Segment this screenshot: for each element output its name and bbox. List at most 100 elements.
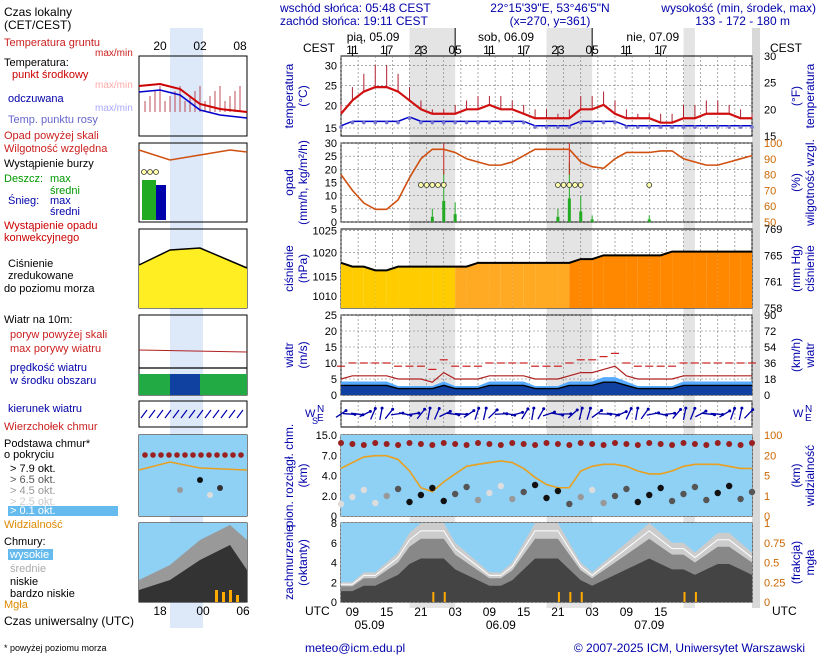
night-band: [409, 28, 456, 608]
pressure-fill: [523, 262, 536, 308]
wind-direction-arrow: [586, 408, 592, 420]
ytick-right: 100: [764, 138, 782, 150]
legend-frame-temp: [138, 55, 248, 137]
ylabel-right-temp: temperatura: [803, 63, 817, 128]
wind-direction-head: [629, 407, 633, 411]
wind-direction-arrow: [439, 410, 451, 418]
legend-base-dot: [177, 487, 183, 493]
legend-text: prędkość wiatru: [10, 362, 87, 374]
cloud-top-dot: [589, 441, 596, 447]
cloud-top-dot: [680, 440, 687, 446]
cloud-top-dot: [691, 441, 698, 447]
ytick-right: 0.75: [764, 538, 785, 550]
yunit-right-cloudbase: (km): [789, 464, 803, 488]
dewpoint-dot: [647, 125, 652, 129]
legend-tick-bottom: 18: [153, 604, 167, 618]
wind-direction-head: [477, 406, 481, 410]
footnote: * powyżej poziomu morza: [4, 643, 107, 653]
cloud-top-dot: [577, 440, 584, 446]
legend-o01-box: [8, 506, 118, 516]
ylabel-right-wind: wiatr: [803, 342, 817, 368]
cloud-base-dot: [394, 485, 402, 493]
cloud-base-dot: [725, 482, 733, 490]
legend-tick-top: 08: [233, 39, 247, 53]
ylabel-left-temp: temperatura: [282, 63, 296, 128]
ylabel-left-pressure: ciśnienie: [282, 245, 296, 292]
coords-text: 22°15'39"E, 53°46'5"N: [490, 1, 609, 15]
wind-direction-arrow: [729, 408, 736, 420]
ytick-right: 1: [764, 518, 770, 530]
legend-storm: [141, 169, 147, 175]
wind-direction-arrow: [510, 411, 523, 417]
dewpoint-dot: [521, 120, 526, 125]
precip-bar: [556, 216, 560, 222]
pressure-fill: [615, 255, 627, 308]
cloud-base-dot: [509, 495, 516, 503]
night-band: [683, 28, 695, 608]
ylabel-left-cloudbase: pion. rozciągł. chm.: [282, 424, 296, 527]
ytick-right: 0: [764, 597, 770, 609]
ytick-left: 1020: [313, 248, 337, 260]
wind-direction-arrow: [531, 407, 535, 421]
utc-label-left: UTC: [305, 604, 330, 618]
wind-direction-arrow: [482, 408, 487, 420]
dewpoint-dot: [613, 120, 617, 125]
ytick-right: 15: [764, 131, 776, 143]
dewpoint-dot: [727, 125, 731, 129]
ytick-right: 5: [764, 471, 770, 483]
wind-direction-head: [495, 408, 499, 412]
compass-n: N: [317, 404, 324, 415]
precip-bar: [430, 216, 434, 222]
legend-direction-arrow: [196, 409, 204, 419]
legend-cloudbase-sky: [139, 435, 247, 516]
fog-bar: [683, 592, 686, 602]
fog-bar: [443, 592, 446, 602]
ytick-right: 36: [764, 358, 776, 370]
ytick-left: 15: [325, 342, 337, 354]
wind-direction-head: [344, 409, 348, 413]
ylabel-left-clouds: zachmurzenie: [282, 525, 296, 600]
legend-high-box: [8, 549, 53, 560]
ytick-left: 15: [325, 123, 337, 135]
cloud-top-dot: [497, 442, 504, 448]
legend-direction-arrow: [164, 409, 172, 419]
legend-top-dot: [182, 452, 188, 458]
storm-marker: [577, 182, 584, 188]
legend-text: w środku obszaru: [9, 375, 96, 387]
wind-direction-arrow: [359, 410, 371, 418]
ytick-right: 70: [764, 185, 776, 197]
legend-direction-arrow: [236, 409, 244, 419]
precip-bar: [647, 219, 651, 222]
legend-text: max: [50, 173, 71, 185]
legend-text: Wystąpienie opadu: [4, 220, 97, 232]
legend-top-dot: [222, 452, 228, 458]
wind-direction-arrow: [427, 407, 431, 421]
cloud-base-dot: [497, 482, 505, 490]
legend-utc-label: Czas uniwersalny (UTC): [4, 614, 134, 628]
ytick-left: 10: [325, 358, 337, 370]
ytick-right: 769: [764, 224, 782, 236]
wind-direction-arrow: [662, 412, 675, 416]
cloud-base-dot: [474, 496, 482, 504]
ytick-right: 765: [764, 250, 782, 262]
dewpoint-dot: [544, 125, 549, 129]
cloud-top-dot: [520, 441, 527, 447]
cloud-top-dot: [429, 442, 436, 448]
pressure-fill: [660, 251, 673, 308]
wind-direction-arrow: [537, 408, 545, 420]
cloud-base-dot: [520, 488, 527, 496]
wind-gust-line: [340, 365, 752, 383]
legend-cloud-low: [139, 545, 247, 602]
dewpoint-dot: [750, 125, 754, 129]
dewpoint-dot: [658, 125, 663, 129]
cloud-high-line: [341, 530, 753, 585]
legend-text: punkt środkowy: [12, 69, 89, 81]
fog-bar: [694, 592, 697, 602]
pressure-fill: [729, 251, 741, 308]
dewpoint-dot: [453, 120, 457, 125]
cloud-top-dot: [646, 440, 653, 446]
ytick-left: 0: [331, 511, 337, 523]
pressure-fill: [432, 266, 444, 308]
legend-pressure-fill: [139, 248, 247, 308]
cloud-base-dot: [668, 497, 676, 505]
